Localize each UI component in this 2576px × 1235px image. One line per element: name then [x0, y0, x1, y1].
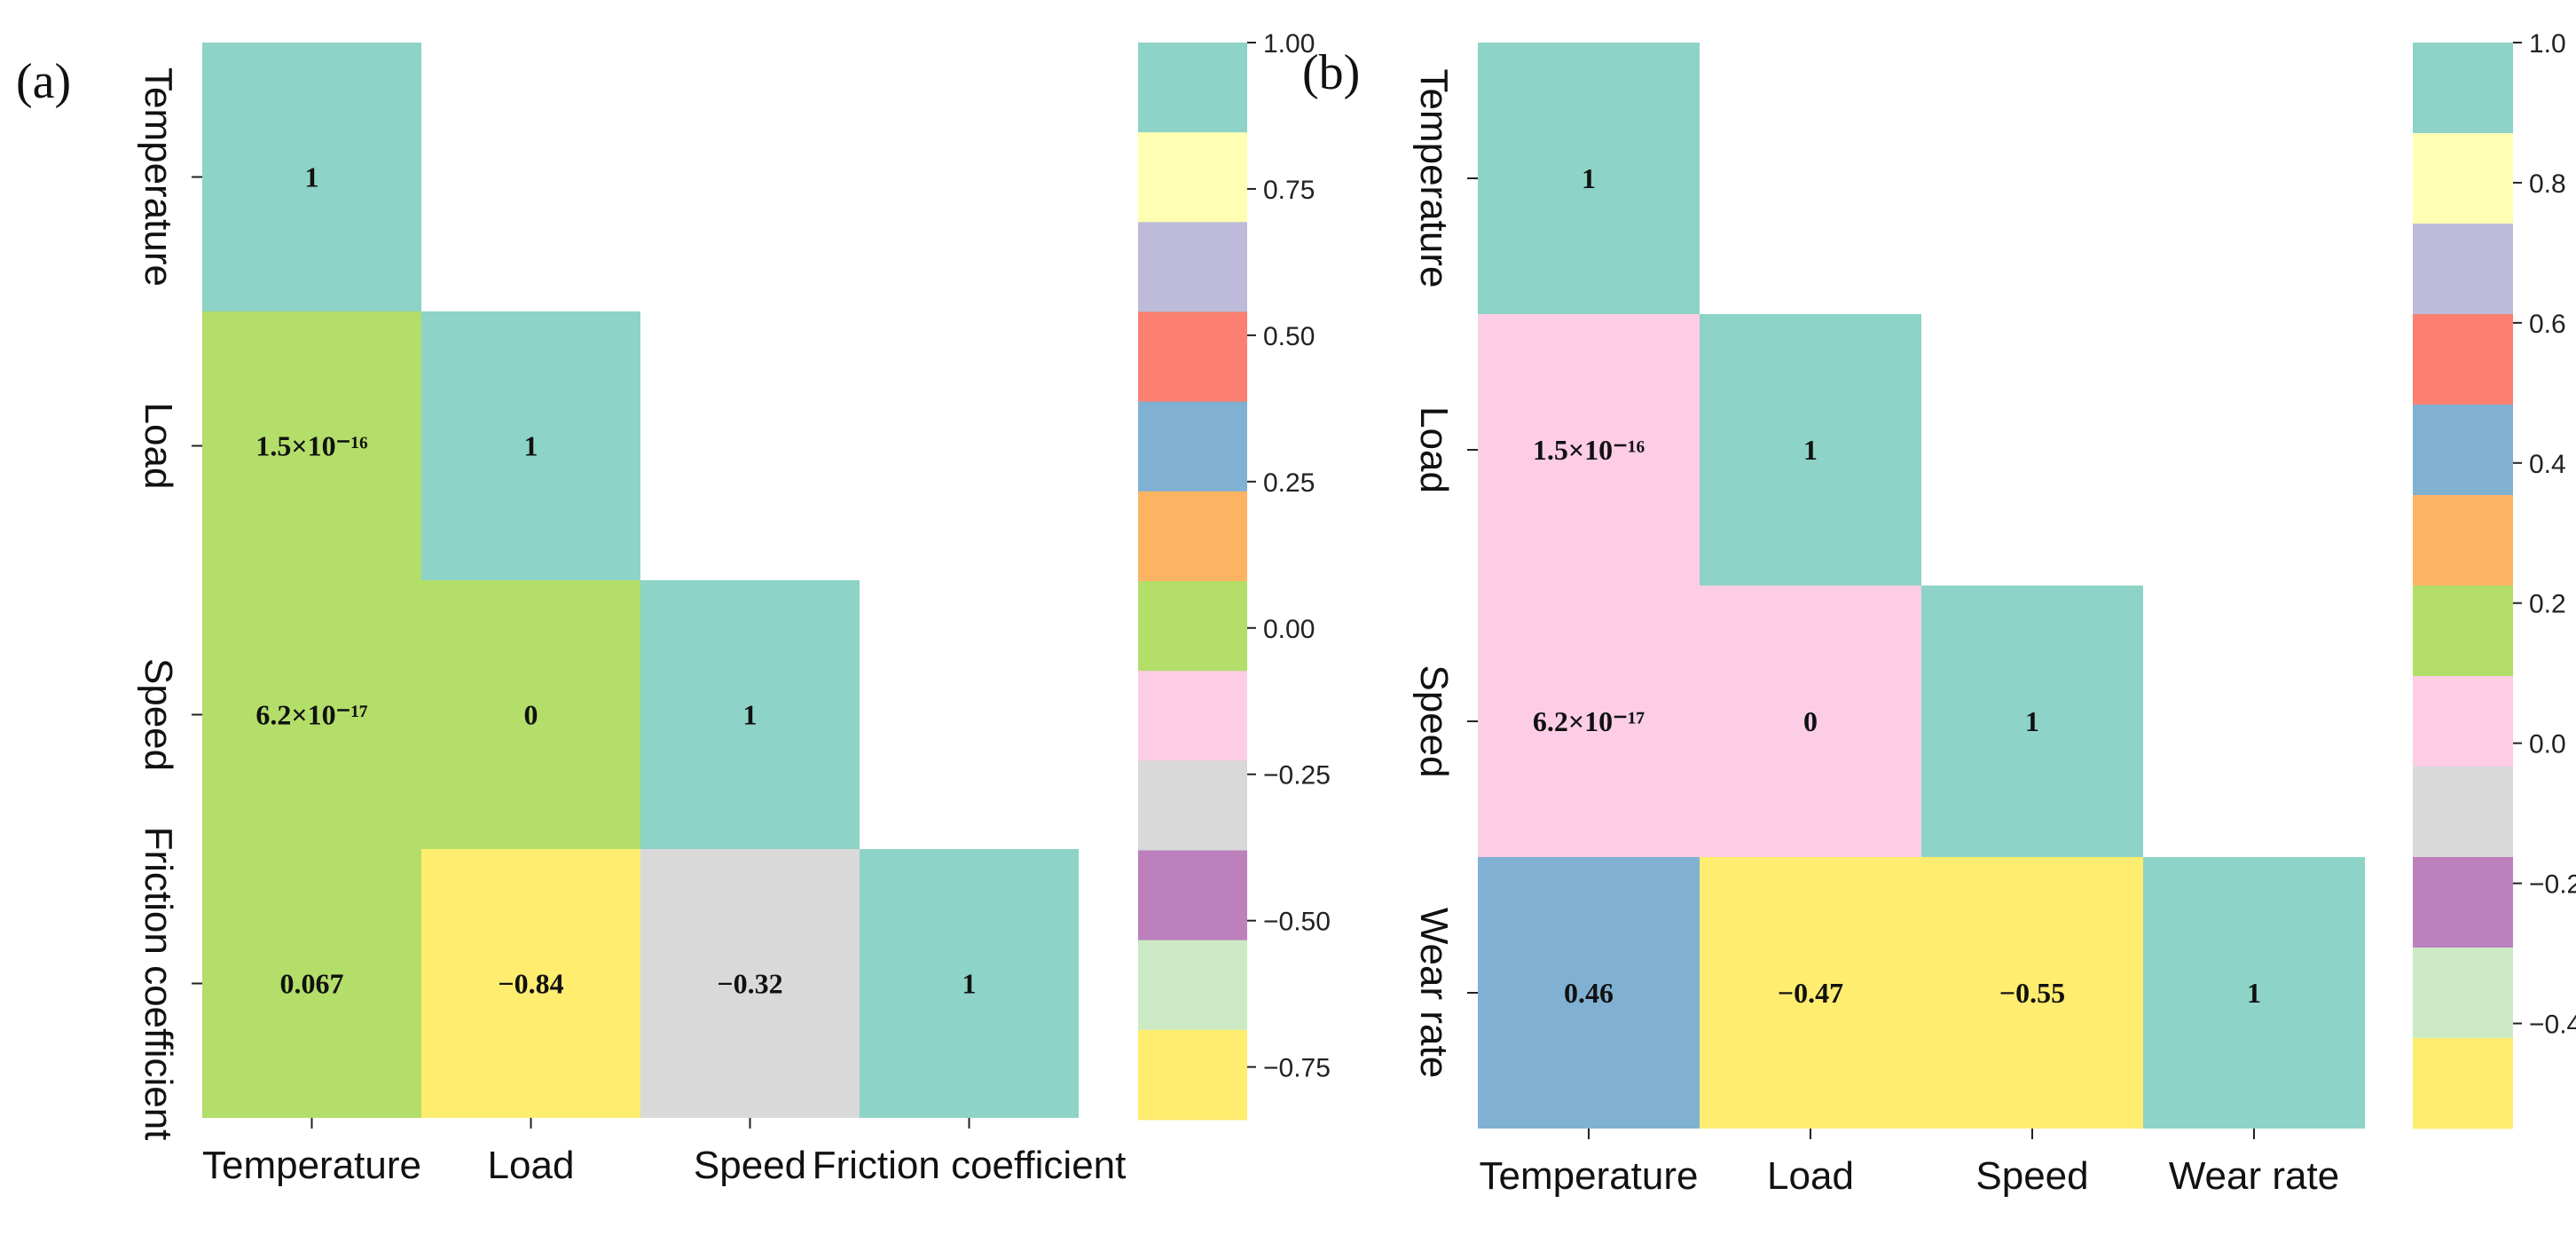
cell-value-label: 1	[2025, 705, 2039, 737]
colorbar-segment	[1138, 222, 1247, 312]
y-axis-label: Load	[1412, 406, 1456, 493]
cell-value-label: −0.84	[498, 968, 563, 1000]
cell-value-label: 0	[1803, 705, 1818, 737]
heatmap-cell	[640, 849, 860, 1118]
heatmap-cell	[1478, 586, 1700, 857]
y-axis-label: Friction coefficient	[137, 827, 180, 1141]
cell-value-label: 0.46	[1564, 977, 1614, 1009]
cell-value-label: 1	[962, 968, 977, 1000]
cell-value-label: 1	[2247, 977, 2261, 1009]
colorbar-tick-label: 0.75	[1263, 176, 1315, 205]
cell-value-label: −0.47	[1778, 977, 1843, 1009]
colorbar-tick-label: −0.2	[2529, 870, 2576, 900]
heatmap-cell	[1921, 586, 2143, 857]
colorbar-segment	[2413, 586, 2513, 677]
colorbar-tick-label: −0.75	[1263, 1054, 1331, 1083]
x-axis-label: Friction coefficient	[813, 1144, 1127, 1187]
colorbar-tick-label: 1.00	[1263, 29, 1315, 59]
y-axis-label: Temperature	[1412, 68, 1456, 287]
heatmap-cell	[202, 311, 421, 580]
colorbar-segment	[2413, 224, 2513, 315]
colorbar-segment	[2413, 857, 2513, 948]
cell-value-label: 1	[305, 161, 319, 193]
colorbar-segment	[2413, 43, 2513, 134]
panel-label: (a)	[16, 54, 71, 109]
colorbar-segment	[2413, 767, 2513, 858]
colorbar-segment	[1138, 491, 1247, 582]
cell-value-label: 1.5×10⁻¹⁶	[1533, 434, 1645, 466]
colorbar-segment	[2413, 948, 2513, 1039]
colorbar-segment	[1138, 1029, 1247, 1121]
colorbar-tick-label: 0.8	[2529, 169, 2566, 199]
cell-value-label: 0	[524, 699, 538, 731]
x-axis-label: Speed	[694, 1144, 806, 1187]
cell-value-label: −0.32	[717, 968, 782, 1000]
colorbar-segment	[1138, 850, 1247, 941]
y-axis-label: Wear rate	[1412, 908, 1456, 1078]
colorbar-segment	[1138, 311, 1247, 403]
cell-value-label: −0.55	[1999, 977, 2065, 1009]
colorbar-tick-label: 0.2	[2529, 590, 2566, 619]
cell-value-label: 1.5×10⁻¹⁶	[255, 430, 367, 462]
colorbar-tick-label: −0.4	[2529, 1011, 2576, 1040]
cell-value-label: 6.2×10⁻¹⁷	[1533, 705, 1645, 737]
colorbar-tick-label: 0.50	[1263, 322, 1315, 351]
colorbar-tick-label: −0.50	[1263, 908, 1331, 937]
y-axis-label: Speed	[1412, 665, 1456, 777]
heatmap-cell	[1478, 43, 1700, 314]
colorbar-segment	[2413, 314, 2513, 405]
y-axis-label: Temperature	[137, 67, 180, 287]
colorbar-tick-label: 0.0	[2529, 730, 2566, 759]
heatmap-cell	[2143, 857, 2365, 1129]
colorbar-segment	[2413, 1038, 2513, 1129]
x-axis-label: Load	[488, 1144, 575, 1187]
heatmap-cell	[1700, 314, 1921, 586]
heatmap-cell	[202, 43, 421, 311]
heatmap-cell	[421, 580, 640, 849]
colorbar-segment	[2413, 405, 2513, 496]
y-axis-label: Speed	[137, 658, 180, 771]
colorbar-tick-label: 0.25	[1263, 468, 1315, 498]
heatmap-cell	[1921, 857, 2143, 1129]
y-axis-label: Load	[137, 403, 180, 490]
colorbar-segment	[2413, 676, 2513, 767]
colorbar-segment	[1138, 43, 1247, 133]
colorbar-tick-label: 0.4	[2529, 450, 2566, 479]
heatmap-cell	[421, 311, 640, 580]
colorbar-tick-label: 0.00	[1263, 615, 1315, 644]
heatmap-cell	[640, 580, 860, 849]
cell-value-label: 1	[743, 699, 758, 731]
x-axis-label: Speed	[1975, 1154, 2088, 1198]
colorbar-tick-label: −0.25	[1263, 761, 1331, 791]
panel-label: (b)	[1302, 45, 1360, 100]
heatmap-cell	[421, 849, 640, 1118]
heatmap-cell	[1700, 586, 1921, 857]
colorbar-tick-label: 0.6	[2529, 310, 2566, 339]
colorbar-segment	[1138, 940, 1247, 1031]
colorbar-segment	[2413, 133, 2513, 224]
x-axis-label: Wear rate	[2169, 1154, 2339, 1198]
heatmap-cell	[1478, 857, 1700, 1129]
x-axis-label: Temperature	[1479, 1154, 1698, 1198]
heatmap-cell	[202, 849, 421, 1118]
cell-value-label: 6.2×10⁻¹⁷	[255, 699, 367, 731]
colorbar-tick-label: 1.0	[2529, 29, 2566, 59]
cell-value-label: 0.067	[280, 968, 344, 1000]
heatmap-cell	[860, 849, 1079, 1118]
colorbar-segment	[1138, 671, 1247, 761]
heatmap-cell	[1478, 314, 1700, 586]
heatmap-cell	[1700, 857, 1921, 1129]
colorbar-segment	[1138, 401, 1247, 492]
cell-value-label: 1	[1803, 434, 1818, 466]
colorbar-segment	[2413, 495, 2513, 586]
cell-value-label: 1	[524, 430, 538, 462]
x-axis-label: Temperature	[202, 1144, 421, 1187]
x-axis-label: Load	[1767, 1154, 1854, 1198]
colorbar-segment	[1138, 760, 1247, 851]
cell-value-label: 1	[1582, 162, 1596, 194]
heatmap-cell	[202, 580, 421, 849]
colorbar-segment	[1138, 581, 1247, 672]
colorbar-segment	[1138, 132, 1247, 223]
